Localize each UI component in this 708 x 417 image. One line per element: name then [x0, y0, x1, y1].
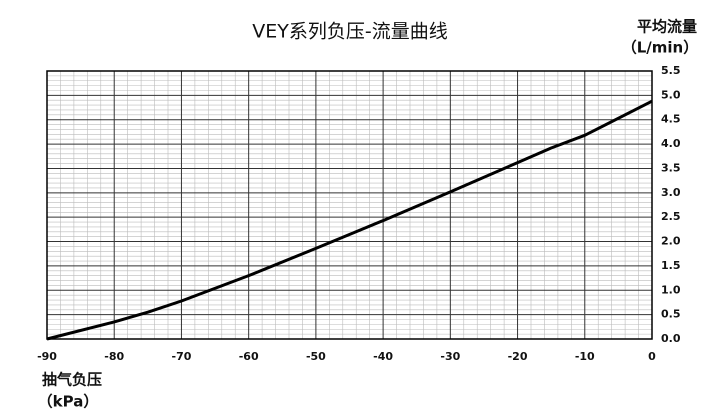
y-axis-unit: （L/min） — [622, 39, 699, 57]
y-tick-label: 1.0 — [661, 283, 681, 296]
x-axis-label: 抽气负压 — [42, 371, 102, 389]
y-tick-label: 5.5 — [661, 64, 681, 77]
y-tick-label: 1.5 — [661, 259, 681, 272]
x-tick-label: 0 — [648, 350, 656, 363]
chart-title: VEY系列负压-流量曲线 — [252, 21, 447, 43]
x-tick-label: -50 — [306, 350, 326, 363]
x-tick-label: -60 — [239, 350, 259, 363]
x-tick-label: -20 — [508, 350, 528, 363]
y-tick-label: 2.0 — [661, 235, 681, 248]
y-tick-label: 3.5 — [661, 161, 681, 174]
y-tick-label: 2.5 — [661, 210, 681, 223]
plot-frame — [46, 70, 653, 340]
y-tick-label: 5.0 — [661, 88, 681, 101]
x-axis-unit: （kPa） — [38, 393, 99, 411]
y-axis-label: 平均流量 — [637, 18, 697, 36]
x-tick-label: -10 — [575, 350, 595, 363]
x-tick-label: -70 — [172, 350, 192, 363]
x-tick-label: -30 — [440, 350, 460, 363]
x-tick-label: -80 — [104, 350, 124, 363]
y-tick-label: 4.0 — [661, 137, 681, 150]
data-line — [46, 99, 653, 341]
x-tick-label: -90 — [37, 350, 57, 363]
x-tick-label: -40 — [373, 350, 393, 363]
y-tick-label: 3.0 — [661, 186, 681, 199]
y-tick-label: 4.5 — [661, 113, 681, 126]
y-tick-label: 0.5 — [661, 308, 681, 321]
y-tick-label: 0.0 — [661, 332, 681, 345]
